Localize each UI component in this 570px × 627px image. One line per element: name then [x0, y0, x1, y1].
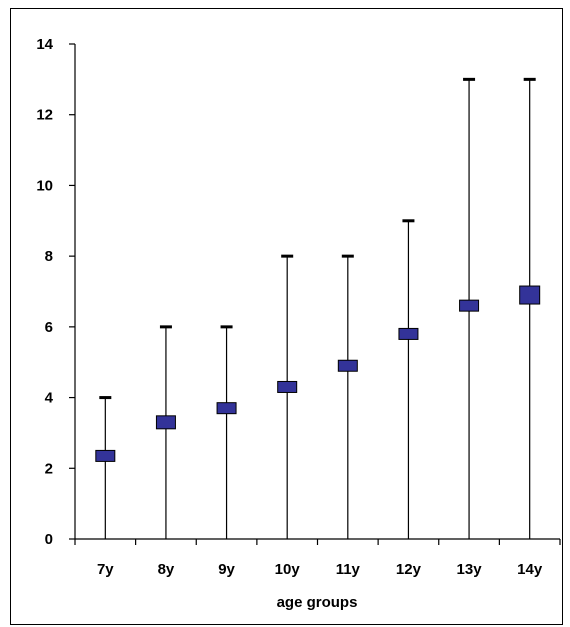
y-tick-label: 8 — [45, 248, 53, 265]
mean-marker — [216, 402, 237, 415]
y-tick-label: 2 — [45, 460, 53, 477]
y-tick-label: 10 — [36, 177, 53, 194]
x-tick-label: 8y — [158, 561, 175, 578]
x-tick-label: 14y — [517, 561, 543, 578]
mean-marker — [155, 415, 176, 430]
x-tick-label: 9y — [218, 561, 235, 578]
x-tick-label: 7y — [97, 561, 114, 578]
tick-labels: 0 2 4 6 8 10 12 14 7y 8y 9y 10y 11y 12y 13y 14y — [36, 36, 543, 578]
mean-marker — [95, 449, 116, 462]
mean-marker — [337, 359, 358, 372]
y-tick-label: 4 — [45, 390, 54, 407]
mean-marker — [398, 327, 419, 340]
x-tick-label: 13y — [457, 561, 483, 578]
x-tick-label: 10y — [275, 561, 301, 578]
mean-markers — [95, 285, 541, 462]
x-axis-title: age groups — [277, 594, 358, 611]
x-tick-label: 11y — [336, 561, 361, 578]
whiskers — [99, 77, 536, 539]
mean-marker — [519, 285, 541, 305]
mean-marker — [277, 380, 298, 393]
mean-marker — [459, 299, 480, 312]
y-tick-label: 14 — [36, 36, 53, 53]
y-tick-label: 0 — [45, 531, 53, 548]
chart-frame — [10, 8, 563, 625]
y-tick-label: 12 — [36, 107, 53, 124]
x-tick-label: 12y — [396, 561, 422, 578]
y-tick-label: 6 — [45, 319, 53, 336]
axes — [69, 43, 561, 545]
